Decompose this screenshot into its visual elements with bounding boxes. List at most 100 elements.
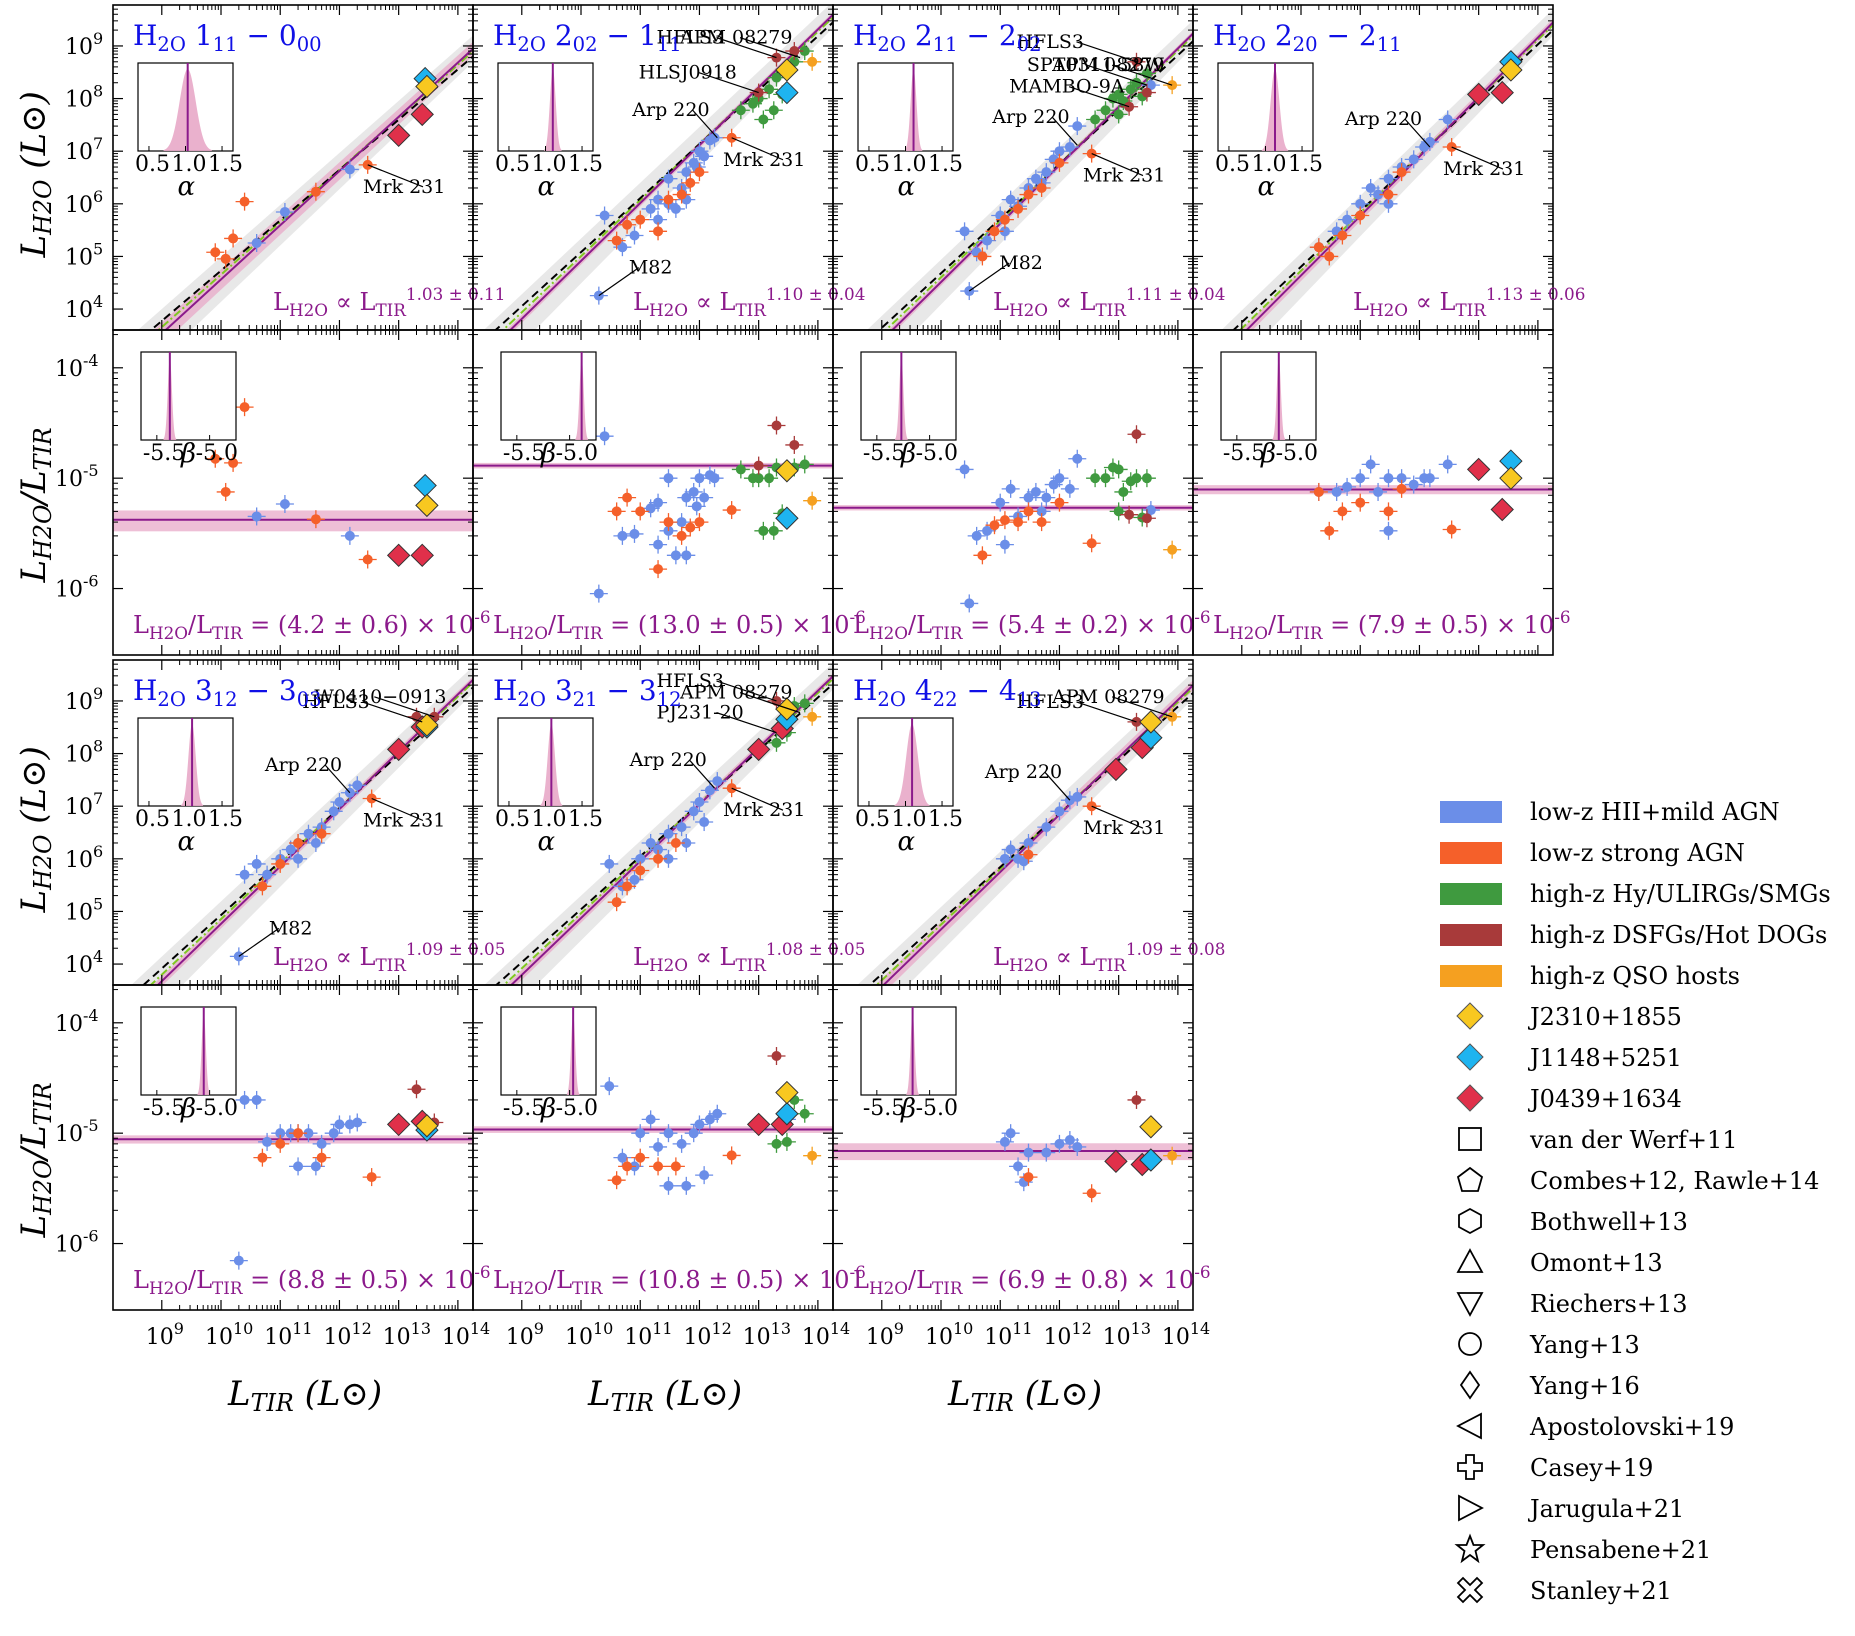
beta-tick-label: -5.5 [503,441,545,466]
panel-3: Arp 220 Mrk 231 H2O 220 − 211 LH2O ∝ LTIR1.… [1192,4,1585,656]
hii-ratio-point [275,1128,286,1139]
hii-point [1054,146,1065,157]
hii-ratio-point [316,1138,327,1149]
top-plot-area [131,666,473,985]
alpha-tick-label: 1.0 [1252,152,1287,177]
y-tick-label: 108 [65,737,103,768]
legend-diamond-icon [1456,1084,1484,1112]
annotation-leader [731,137,784,161]
annotation-label: M82 [269,917,313,939]
agn-point [694,167,705,178]
triangle-right-icon [1458,1494,1484,1522]
hii-point [1041,822,1052,833]
hii-point [653,194,664,205]
hii-ratio-point [709,473,720,484]
hii-point [681,167,692,178]
j1148-ratio-point [775,506,799,530]
agn-point [210,247,221,258]
hii-point [688,806,699,817]
hii-ratio-point [1036,506,1047,517]
legend-swatch [1440,883,1502,905]
annotation-leader [968,262,1010,292]
qso-ratio-point [1167,544,1178,555]
annotation-leader [1076,41,1137,63]
hii-ratio-point [1041,1147,1052,1158]
hii-ratio-point [995,497,1006,508]
agn-ratio-point [210,453,221,464]
annotation-leader [371,797,424,822]
y-tick-label: 107 [65,789,103,820]
hii-ratio-point [691,501,702,512]
alpha-tick-label: 1.5 [568,152,603,177]
annotation-leader [716,712,777,734]
legend-swatch [1440,842,1502,864]
hii-point [599,210,610,221]
j0439-point [410,102,434,127]
j0439-ratio-point [1490,497,1514,522]
y-tick-label: 106 [65,842,103,873]
legend-label: low-z HII+mild AGN [1530,798,1780,826]
hii-ratio-point [1442,459,1453,470]
hyulirg-ratio-point [753,473,764,484]
hyulirg-point [799,46,810,57]
hyulirg-point [764,84,775,95]
legend: low-z HII+mild AGN low-z strong AGN high-z… [1440,798,1831,1605]
annotation-leader [1068,86,1130,108]
y-tick-label: 104 [65,947,103,978]
hii-point [645,837,656,848]
alpha-tick-label: 1.5 [928,807,963,832]
hii-ratio-point [293,1161,304,1172]
hii-ratio-point [1396,473,1407,484]
dsfg-ratio-point [1131,429,1142,440]
agn-ratio-point [1355,497,1366,508]
x-axis-label: LTIR (L⊙) [227,1374,382,1417]
alpha-tick-label: 0.5 [495,807,530,832]
agn-point [611,235,622,246]
legend-diamond-icon [1456,1002,1484,1030]
hii-ratio-point [699,492,710,503]
hyulirg-point [771,72,782,83]
agn-point [1383,189,1394,200]
fit-annotation: LH2O ∝ LTIR1.09 ± 0.05 [273,939,505,975]
y-tick-label: 109 [65,684,103,715]
hii-ratio-point [999,539,1010,550]
y-axis-label-luminosity: LH2O (L⊙) [14,91,57,258]
j1148-ratio-point [413,473,437,498]
hii-ratio-point [1005,483,1016,494]
hii-ratio-point [233,1255,244,1266]
hii-point [303,828,314,839]
legend-label: Apostolovski+19 [1529,1413,1734,1441]
qso-ratio-point [807,495,818,506]
beta-inset [1220,351,1317,441]
cross-icon [1456,1576,1484,1604]
x-tick-labels: 109 1010 1011 1012 1013 1014 [146,1319,490,1350]
hii-ratio-point [629,528,640,539]
annotation-label: W0410−0913 [314,686,446,708]
annotation-leader [324,764,351,794]
hyulirg-ratio-point [758,525,769,536]
hii-point [293,853,304,864]
agn-point [257,881,268,892]
hii-ratio-point [663,1180,674,1191]
alpha-tick-label: 0.5 [135,807,170,832]
annotation-label: MAMBO-9A [1009,76,1125,98]
j2310-point [1499,58,1523,82]
alpha-symbol: α [178,172,196,202]
hii-point [344,164,355,175]
hii-ratio-point [328,1128,339,1139]
agn-ratio-point [726,1150,737,1161]
hii-point [1054,806,1065,817]
agn-ratio-point [1446,524,1457,535]
fit-annotation: LH2O ∝ LTIR1.11 ± 0.04 [993,284,1225,320]
hii-ratio-point [604,1081,615,1092]
hii-ratio-point [310,1161,321,1172]
j0439-ratio-point [386,1112,411,1137]
hii-point [653,844,664,855]
annotation-leader [689,759,716,789]
alpha-inset [1217,62,1314,152]
agn-point [1054,157,1065,168]
hii-point [670,203,681,214]
agn-ratio-point [1324,525,1335,536]
